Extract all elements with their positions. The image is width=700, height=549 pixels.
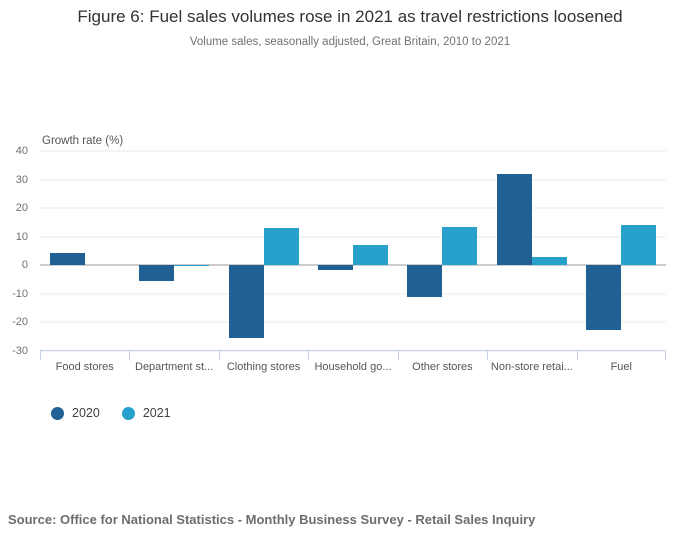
y-tick-label: 10 (15, 230, 28, 243)
y-tick-label: 20 (15, 202, 28, 215)
legend-dot-icon (121, 406, 135, 420)
y-tick-label: 0 (21, 259, 28, 272)
legend-label: 2021 (142, 406, 171, 420)
y-tick-label: -20 (12, 316, 28, 329)
bar-2021-category-6 (621, 225, 657, 266)
bar-2020-category-3 (317, 265, 353, 270)
bar-2021-category-2 (263, 228, 299, 266)
bar-2021-category-3 (353, 245, 389, 266)
x-axis-tick (487, 351, 489, 360)
bar-2020-category-1 (139, 265, 175, 281)
x-tick-label: Department st... (135, 361, 214, 373)
zero-gridline (40, 264, 666, 267)
bar-2020-category-4 (407, 265, 443, 297)
bar-2020-category-5 (496, 173, 532, 266)
bar-2020-category-2 (228, 265, 264, 339)
gridline (40, 150, 666, 152)
y-tick-label: 30 (15, 173, 28, 186)
x-axis (40, 350, 666, 361)
bar-2020-category-6 (586, 265, 622, 330)
x-axis-tick (308, 351, 310, 360)
x-axis-tick (665, 351, 666, 360)
bar-2021-category-4 (442, 226, 478, 266)
y-tick-label: -30 (12, 345, 28, 357)
gridline (40, 236, 666, 238)
legend-item-2021: 2021 (121, 406, 171, 420)
source-text: Source: Office for National Statistics -… (8, 512, 536, 527)
x-tick-label: Non-store retai... (490, 361, 573, 373)
gridline (40, 179, 666, 181)
legend-label: 2020 (72, 406, 100, 420)
y-tick-label: 40 (15, 145, 28, 157)
gridline (40, 207, 666, 209)
y-tick-label: -10 (12, 287, 28, 300)
x-axis-tick (576, 351, 578, 360)
x-tick-label: Fuel (610, 361, 632, 373)
bar-2021-category-1 (174, 265, 210, 267)
x-tick-label: Other stores (412, 361, 473, 373)
x-tick-label: Food stores (55, 361, 114, 373)
y-axis-title: Growth rate (%) (42, 135, 124, 147)
x-axis-tick (129, 351, 131, 360)
legend: 2020 2021 (51, 406, 171, 420)
gridline (40, 321, 666, 323)
legend-item-2020: 2020 (51, 406, 100, 420)
x-axis-tick (397, 351, 399, 360)
x-axis-tick (218, 351, 220, 360)
gridline (40, 350, 666, 352)
x-axis-tick (40, 351, 41, 360)
legend-dot-icon (51, 406, 64, 420)
chart-title: Figure 6: Fuel sales volumes rose in 202… (77, 7, 623, 26)
bar-2020-category-0 (49, 252, 85, 266)
x-tick-label: Household go... (314, 361, 392, 373)
x-axis-labels: Food stores Department st... Clothing stor… (40, 361, 666, 377)
bar-2021-category-5 (531, 256, 567, 266)
x-tick-label: Clothing stores (226, 361, 301, 373)
gridline (40, 293, 666, 295)
y-axis-labels: 40 30 20 10 0 -10 -20 -30 (0, 145, 28, 357)
plot-area (40, 150, 666, 352)
chart-subtitle: Volume sales, seasonally adjusted, Great… (189, 36, 511, 48)
